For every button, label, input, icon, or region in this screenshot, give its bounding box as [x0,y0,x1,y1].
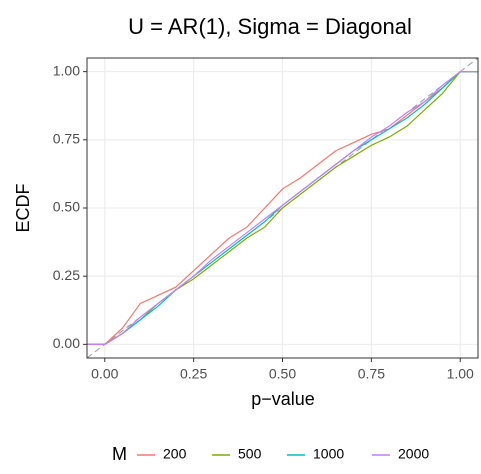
legend-label: 2000 [398,446,429,462]
x-tick-label: 0.50 [269,366,296,382]
y-axis-label: ECDF [13,183,33,232]
x-tick-label: 1.00 [447,366,474,382]
y-tick-label: 0.00 [53,335,80,351]
legend-title: M [112,444,127,464]
ecdf-line [87,71,478,345]
y-tick-label: 0.25 [53,267,80,283]
y-tick-label: 0.75 [53,131,80,147]
x-tick-label: 0.00 [91,366,118,382]
y-tick-label: 1.00 [53,62,80,78]
x-axis-label: p−value [251,389,315,409]
x-tick-label: 0.25 [180,366,207,382]
legend-label: 1000 [313,446,344,462]
ecdf-line [87,71,478,345]
chart-title: U = AR(1), Sigma = Diagonal [128,14,412,39]
y-tick-label: 0.50 [53,199,80,215]
panel-border [86,57,479,359]
ecdf-line [87,71,478,345]
legend-label: 500 [238,446,262,462]
legend-label: 200 [163,446,187,462]
x-tick-label: 0.75 [358,366,385,382]
